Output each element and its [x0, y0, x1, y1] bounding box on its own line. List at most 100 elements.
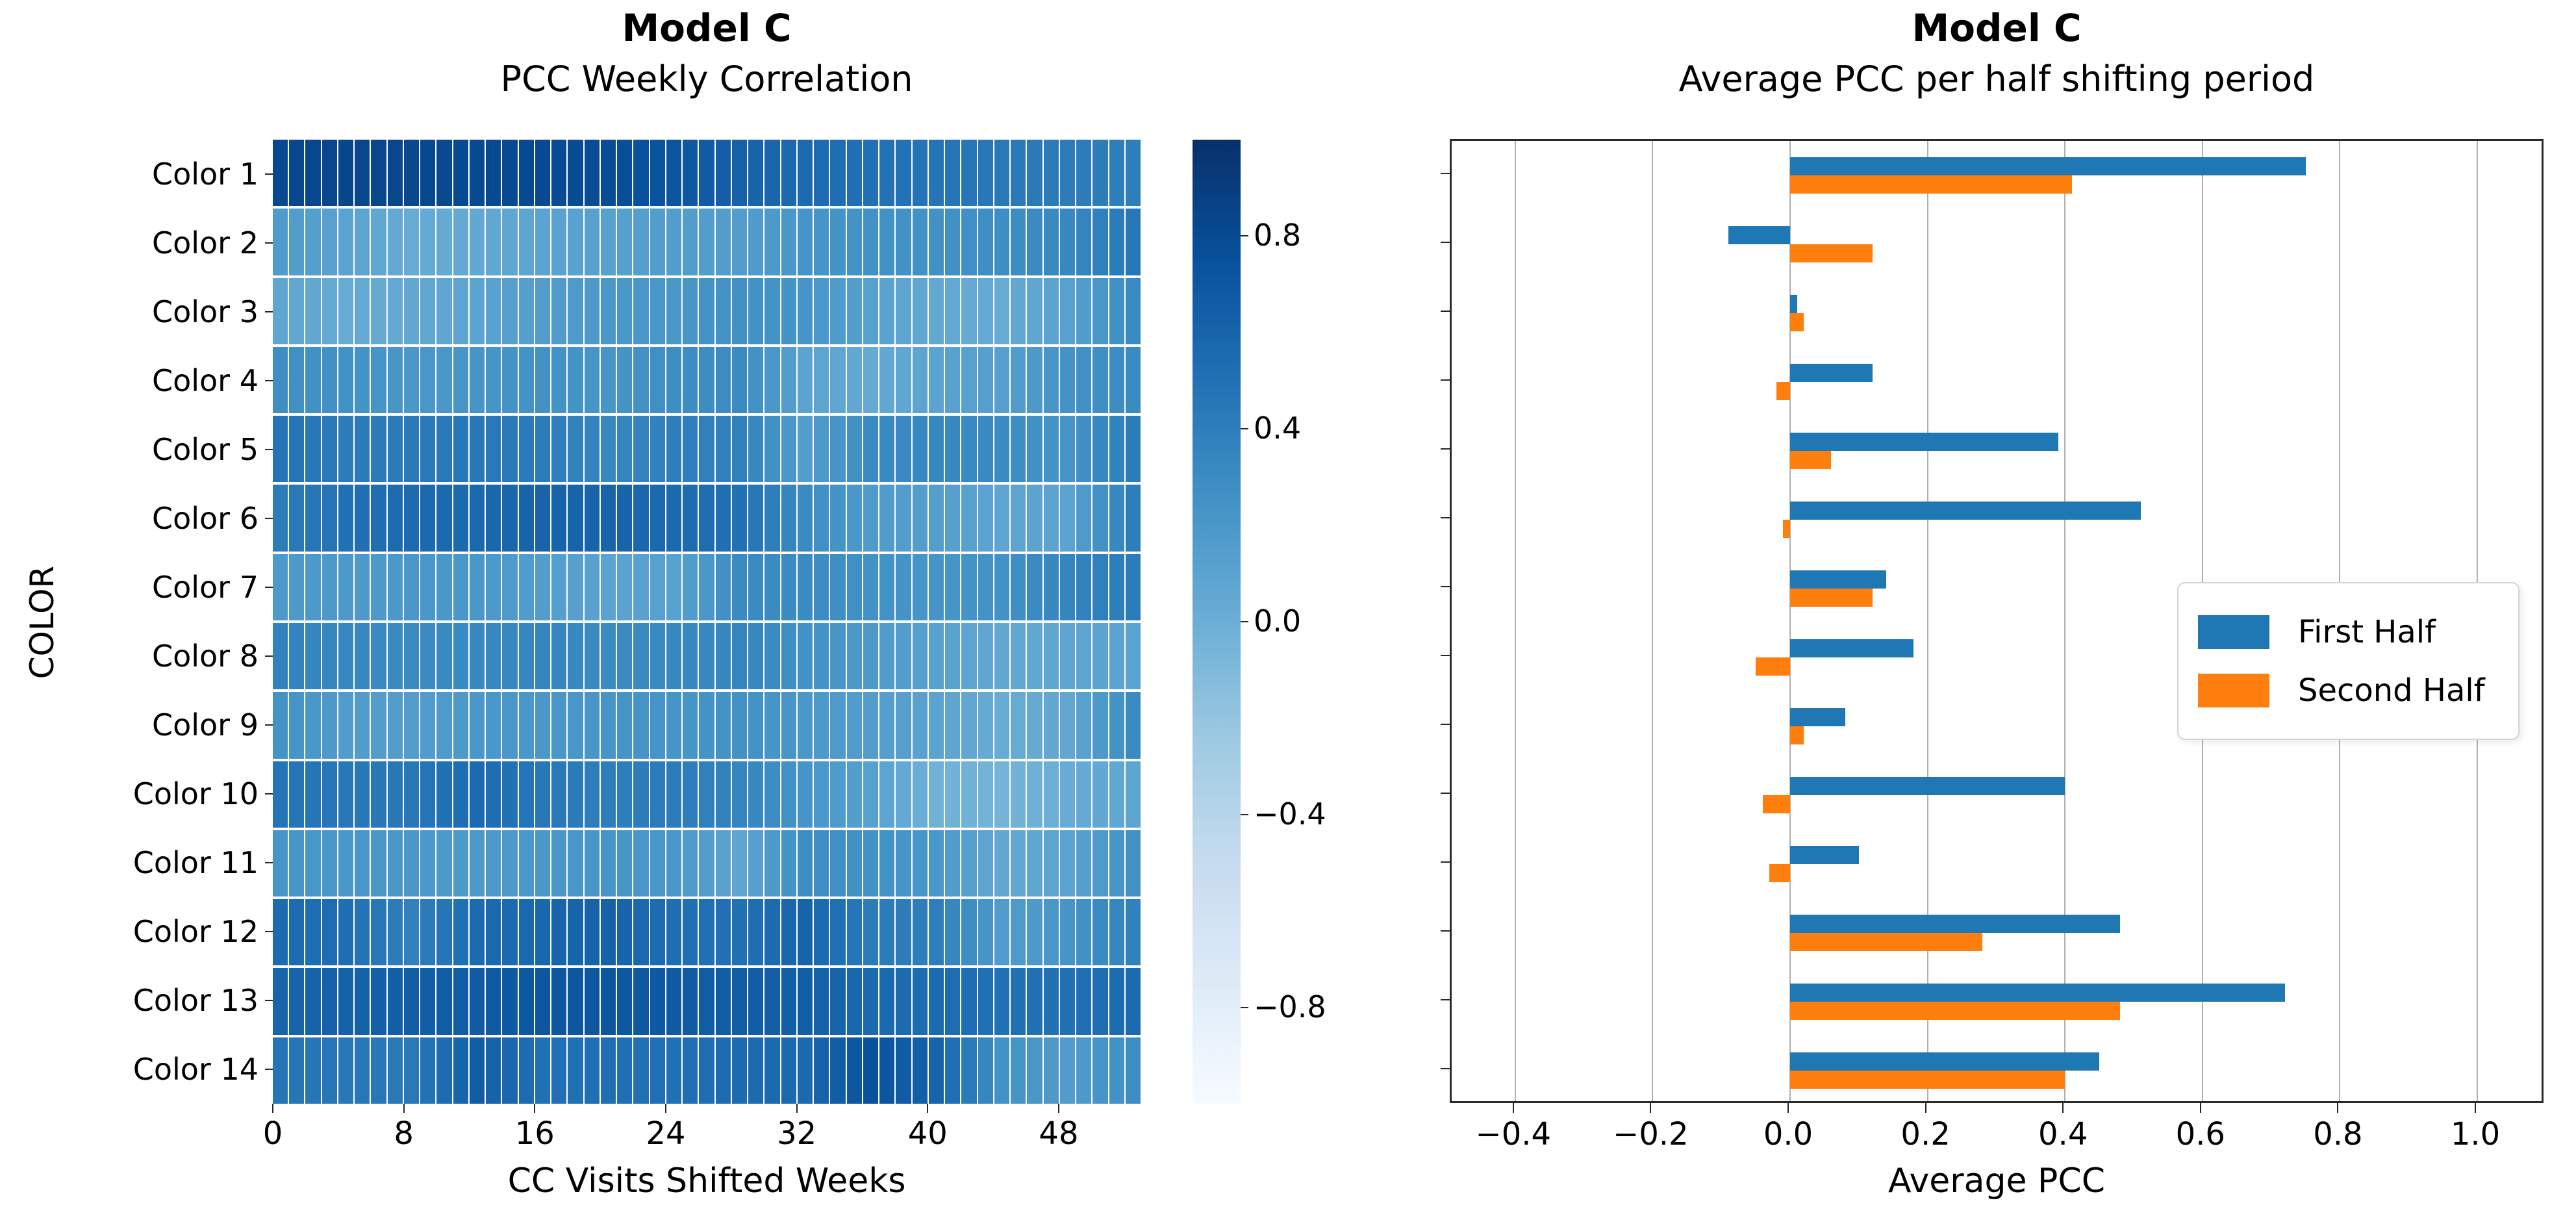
heatmap-cell — [814, 553, 829, 620]
heatmap-x-tickmark — [664, 1104, 666, 1113]
heatmap-cell — [338, 692, 354, 759]
heatmap-cell — [896, 346, 911, 414]
heatmap-cell — [1125, 899, 1141, 966]
heatmap-cell — [1043, 416, 1059, 483]
heatmap-cell — [535, 346, 551, 414]
heatmap-cell — [551, 277, 567, 344]
heatmap-cell — [683, 1037, 698, 1104]
heatmap-cell — [846, 761, 862, 828]
heatmap-cell — [273, 346, 288, 414]
heatmap-cell — [535, 485, 551, 552]
heatmap-cell — [469, 277, 485, 344]
heatmap-cell — [912, 140, 928, 207]
heatmap-cell — [764, 761, 780, 828]
legend-swatch-first-half — [2198, 615, 2269, 649]
heatmap-cell — [1125, 209, 1141, 275]
heatmap-cell — [403, 277, 420, 344]
heatmap-cell — [1027, 622, 1042, 690]
heatmap-cell — [1059, 346, 1076, 414]
bar-first-half — [1790, 502, 2141, 520]
heatmap-cell — [1076, 968, 1092, 1035]
heatmap-cell — [1011, 1037, 1026, 1104]
heatmap-cell — [502, 692, 518, 759]
heatmap-cell — [994, 830, 1010, 897]
heatmap-cell — [453, 692, 468, 759]
heatmap-cell — [797, 1037, 813, 1104]
heatmap-cell — [715, 968, 731, 1035]
heatmap-cell — [912, 277, 928, 344]
heatmap-cell — [387, 346, 403, 414]
heatmap-x-tick-label: 24 — [646, 1115, 686, 1152]
heatmap-cell — [453, 277, 468, 344]
heatmap-cell — [945, 830, 961, 897]
heatmap-cell — [879, 830, 895, 897]
left-plot-subtitle: PCC Weekly Correlation — [500, 58, 913, 99]
heatmap-cell — [994, 277, 1010, 344]
heatmap-row-label: Color 2 — [152, 225, 259, 261]
heatmap-cell — [731, 622, 748, 690]
heatmap-cell — [1092, 761, 1108, 828]
heatmap-cell — [371, 968, 386, 1035]
heatmap-cell — [403, 416, 420, 483]
heatmap-cell — [486, 346, 501, 414]
heatmap-cell — [879, 622, 895, 690]
heatmap-cell — [945, 1037, 961, 1104]
heatmap-cell — [584, 830, 600, 897]
heatmap-cell — [535, 277, 551, 344]
heatmap-cell — [1059, 1037, 1076, 1104]
heatmap-cell — [797, 899, 813, 966]
bar-second-half — [1790, 726, 1804, 744]
heatmap-cell — [568, 553, 583, 620]
heatmap-cell — [650, 140, 665, 207]
heatmap-cell — [1125, 761, 1141, 828]
heatmap-cell — [863, 209, 879, 275]
heatmap-cell — [896, 416, 911, 483]
heatmap-cell — [912, 416, 928, 483]
heatmap-cell — [699, 209, 714, 275]
heatmap-cell — [420, 830, 436, 897]
heatmap-cell — [764, 346, 780, 414]
heatmap-cell — [453, 899, 468, 966]
bar-first-half — [1790, 157, 2306, 175]
colorbar — [1193, 140, 1241, 1104]
heatmap-cell — [961, 622, 977, 690]
bar-second-half — [1790, 313, 1804, 331]
heatmap-cell — [978, 140, 993, 207]
heatmap-cell — [683, 968, 698, 1035]
heatmap-cell — [650, 899, 665, 966]
heatmap-cell — [1011, 140, 1026, 207]
bar-y-tickmark — [1441, 999, 1450, 1000]
heatmap-cell — [617, 416, 633, 483]
heatmap-cell — [322, 830, 337, 897]
heatmap-cell — [551, 968, 567, 1035]
heatmap-cell — [338, 1037, 354, 1104]
heatmap-cell — [1092, 830, 1108, 897]
heatmap-cell — [436, 209, 452, 275]
heatmap-cell — [1076, 899, 1092, 966]
heatmap-cell — [486, 830, 501, 897]
heatmap-cell — [1076, 346, 1092, 414]
heatmap-cell — [961, 346, 977, 414]
heatmap-cell — [896, 209, 911, 275]
heatmap-cell — [1092, 140, 1108, 207]
heatmap-cell — [912, 899, 928, 966]
heatmap-x-tickmark — [403, 1104, 405, 1113]
heatmap-cell — [502, 1037, 518, 1104]
heatmap-cell — [830, 485, 846, 552]
heatmap-cell — [863, 692, 879, 759]
heatmap-cell — [945, 692, 961, 759]
bar-second-half — [1790, 1071, 2065, 1089]
heatmap-cell — [453, 209, 468, 275]
heatmap-cell — [387, 968, 403, 1035]
heatmap-cell — [650, 1037, 665, 1104]
heatmap-cell — [797, 830, 813, 897]
heatmap-row-label: Color 11 — [133, 845, 259, 880]
heatmap-cell — [322, 553, 337, 620]
heatmap-cell — [961, 485, 977, 552]
heatmap-cell — [518, 968, 534, 1035]
heatmap-cell — [617, 899, 633, 966]
heatmap-cell — [1109, 622, 1124, 690]
heatmap-cell — [994, 1037, 1010, 1104]
heatmap-cell — [436, 553, 452, 620]
heatmap-cell — [830, 209, 846, 275]
